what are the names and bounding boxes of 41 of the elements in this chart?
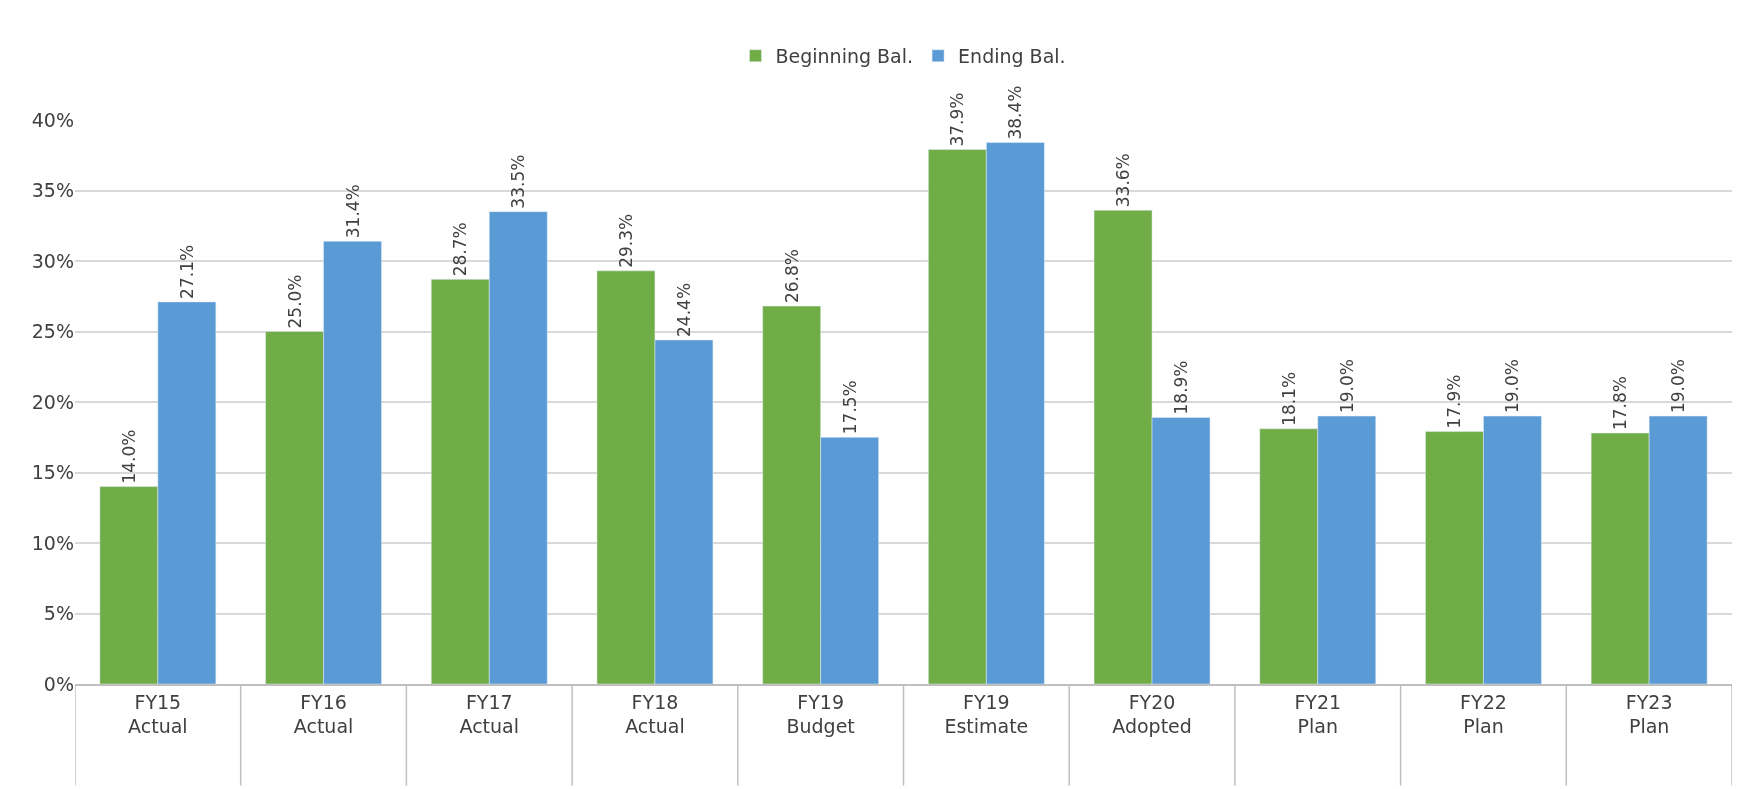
data-label: 19.0% [1668,359,1689,414]
data-label: 31.4% [342,184,363,239]
data-label: 24.4% [673,282,694,337]
y-tick-label: 10% [31,531,74,554]
legend-label: Ending Bal. [958,45,1066,68]
data-label: 33.5% [508,154,529,209]
x-tick-label: FY23 Plan [1625,690,1673,738]
y-tick-label: 30% [31,249,74,272]
data-label: 18.1% [1278,371,1299,426]
legend-label: Beginning Bal. [775,45,914,68]
data-label: 19.0% [1336,359,1357,414]
y-tick-label: 20% [31,390,74,413]
x-tick-label: FY22 Plan [1460,690,1507,738]
y-tick-label: 0% [43,672,74,695]
data-label: 17.9% [1444,374,1465,429]
x-tick-label: FY19 Budget [786,690,855,738]
y-tick-label: 5% [43,602,74,625]
x-tick-label: FY21 Plan [1294,690,1342,738]
x-tick-label: FY20 Adopted [1112,690,1192,738]
x-tick-label: FY18 Actual [625,690,685,738]
data-label: 14.0% [118,429,139,484]
data-label: 19.0% [1502,359,1523,414]
y-tick-label: 15% [31,461,74,484]
y-tick-label: 35% [31,179,74,202]
data-label: 33.6% [1113,153,1134,208]
data-label: 29.3% [615,213,636,268]
data-label: 26.8% [781,249,802,304]
data-label: 28.7% [450,222,471,277]
data-label: 38.4% [1005,85,1026,140]
data-label: 18.9% [1171,360,1192,415]
data-label: 37.9% [947,92,968,147]
x-tick-label: FY19 Estimate [944,690,1029,738]
y-tick-label: 40% [31,108,74,131]
x-tick-label: FY15 Actual [128,690,188,738]
y-tick-label: 25% [31,320,74,343]
data-label: 27.1% [176,244,197,299]
data-label: 25.0% [284,274,305,329]
data-label: 17.8% [1610,376,1631,431]
data-label: 17.5% [839,380,860,435]
x-tick-label: FY17 Actual [459,690,520,738]
x-tick-label: FY16 Actual [293,690,354,738]
